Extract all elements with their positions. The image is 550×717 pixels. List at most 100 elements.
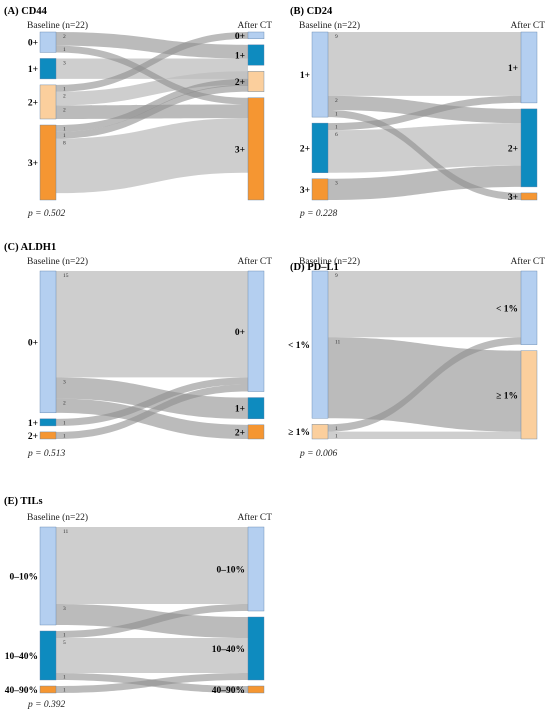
flow-count-label: 1 xyxy=(63,433,66,439)
flow-10-40pct-to-10-40pct xyxy=(56,638,248,673)
p-value: p = 0.392 xyxy=(27,700,66,710)
after-label-0plus: 0+ xyxy=(235,32,245,42)
panel-title: (B) CD24 xyxy=(290,6,333,17)
after-node-1plus xyxy=(247,44,265,66)
flow-count-label: 1 xyxy=(63,633,66,639)
flow-2plus-to-3plus xyxy=(56,104,248,119)
flow-1plus-to-2plus xyxy=(328,95,521,124)
baseline-node-2plus xyxy=(39,84,57,120)
baseline-header: Baseline (n=22) xyxy=(27,256,88,267)
after-node-0-10pct xyxy=(247,526,265,612)
baseline-label-10-40pct: 10–40% xyxy=(5,652,38,662)
flow-3plus-to-2plus xyxy=(328,165,521,200)
flow-count-label: 1 xyxy=(63,86,66,92)
flow-1plus-to-1plus xyxy=(328,32,521,96)
baseline-label-3plus: 3+ xyxy=(28,159,38,169)
after-label-3plus: 3+ xyxy=(508,193,518,203)
flow-count-label: 3 xyxy=(63,606,66,612)
baseline-label-0-10pct: 0–10% xyxy=(10,573,39,583)
flow-10-40pct-to-40-90pct xyxy=(56,673,248,693)
panel-title: (E) TILs xyxy=(4,496,43,507)
after-label-1plus: 1+ xyxy=(508,64,518,74)
baseline-label-3plus: 3+ xyxy=(300,186,310,196)
flow-count-label: 11 xyxy=(335,339,341,345)
after-label-0plus: 0+ xyxy=(235,328,245,338)
flow-count-label: 2 xyxy=(63,107,66,113)
baseline-node-ge-1pct xyxy=(311,424,329,440)
after-header: After CT xyxy=(510,256,545,267)
after-label-0-10pct: 0–10% xyxy=(217,566,246,576)
flow-0plus-to-0plus xyxy=(56,271,248,378)
baseline-node-lt-1pct xyxy=(311,270,329,419)
flow-count-label: 15 xyxy=(63,273,69,279)
baseline-node-3plus xyxy=(311,178,329,201)
flow-count-label: 1 xyxy=(63,688,66,694)
flow-count-label: 3 xyxy=(63,379,66,385)
flow-count-label: 1 xyxy=(335,112,338,118)
flow-count-label: 1 xyxy=(335,433,338,439)
flow-count-label: 11 xyxy=(63,529,69,535)
flow-count-label: 5 xyxy=(63,640,66,646)
flow-count-label: 2 xyxy=(335,98,338,104)
baseline-node-0plus xyxy=(39,31,57,53)
baseline-node-0-10pct xyxy=(39,526,57,626)
after-header: After CT xyxy=(237,20,272,31)
flow-count-label: 2 xyxy=(63,401,66,407)
flow-0plus-to-2plus xyxy=(56,398,248,439)
flow-0-10pct-to-10-40pct xyxy=(56,604,248,638)
flow-count-label: 1 xyxy=(63,420,66,426)
flow-count-label: 1 xyxy=(63,133,66,139)
p-value: p = 0.006 xyxy=(299,449,338,459)
flow-count-label: 2 xyxy=(63,34,66,40)
after-node-2plus xyxy=(247,71,265,92)
flow-count-label: 1 xyxy=(335,125,338,131)
after-node-1plus xyxy=(247,397,265,420)
after-label-lt-1pct: < 1% xyxy=(496,304,518,314)
flow-lt-1pct-to-ge-1pct xyxy=(328,337,521,432)
after-node-10-40pct xyxy=(247,616,265,681)
baseline-node-40-90pct xyxy=(39,685,57,694)
after-node-3plus xyxy=(247,97,265,201)
flow-lt-1pct-to-lt-1pct xyxy=(328,271,521,338)
p-value: p = 0.513 xyxy=(27,449,66,459)
after-header: After CT xyxy=(237,512,272,523)
baseline-label-0plus: 0+ xyxy=(28,338,38,348)
after-header: After CT xyxy=(237,256,272,267)
baseline-label-1plus: 1+ xyxy=(28,65,38,75)
flow-count-label: 2 xyxy=(63,94,66,100)
after-node-1plus xyxy=(520,31,538,104)
flow-count-label: 1 xyxy=(63,126,66,132)
flow-count-label: 1 xyxy=(335,426,338,432)
baseline-label-0plus: 0+ xyxy=(28,39,38,49)
panel-title: (A) CD44 xyxy=(4,6,48,17)
flow-2plus-to-2plus xyxy=(56,71,248,106)
panel-title: (C) ALDH1 xyxy=(4,242,56,253)
after-label-40-90pct: 40–90% xyxy=(212,686,245,696)
flow-count-label: 8 xyxy=(63,141,66,147)
after-label-1plus: 1+ xyxy=(235,405,245,415)
baseline-node-2plus xyxy=(39,431,57,440)
flows xyxy=(56,527,248,693)
flow-0-10pct-to-0-10pct xyxy=(56,527,248,604)
flow-count-label: 1 xyxy=(63,675,66,681)
after-label-2plus: 2+ xyxy=(508,144,518,154)
after-node-lt-1pct xyxy=(520,270,538,345)
after-node-0plus xyxy=(247,270,265,392)
baseline-node-1plus xyxy=(39,58,57,80)
baseline-header: Baseline (n=22) xyxy=(299,256,360,267)
baseline-header: Baseline (n=22) xyxy=(299,20,360,31)
flow-count-label: 1 xyxy=(63,47,66,53)
flow-count-label: 3 xyxy=(335,181,338,187)
baseline-label-ge-1pct: ≥ 1% xyxy=(288,428,310,438)
flow-ge-1pct-to-ge-1pct xyxy=(328,431,521,439)
after-label-10-40pct: 10–40% xyxy=(212,645,245,655)
flows xyxy=(56,271,248,439)
flow-count-label: 9 xyxy=(335,34,338,40)
baseline-label-lt-1pct: < 1% xyxy=(288,341,310,351)
baseline-node-0plus xyxy=(39,270,57,414)
after-node-40-90pct xyxy=(247,685,265,694)
